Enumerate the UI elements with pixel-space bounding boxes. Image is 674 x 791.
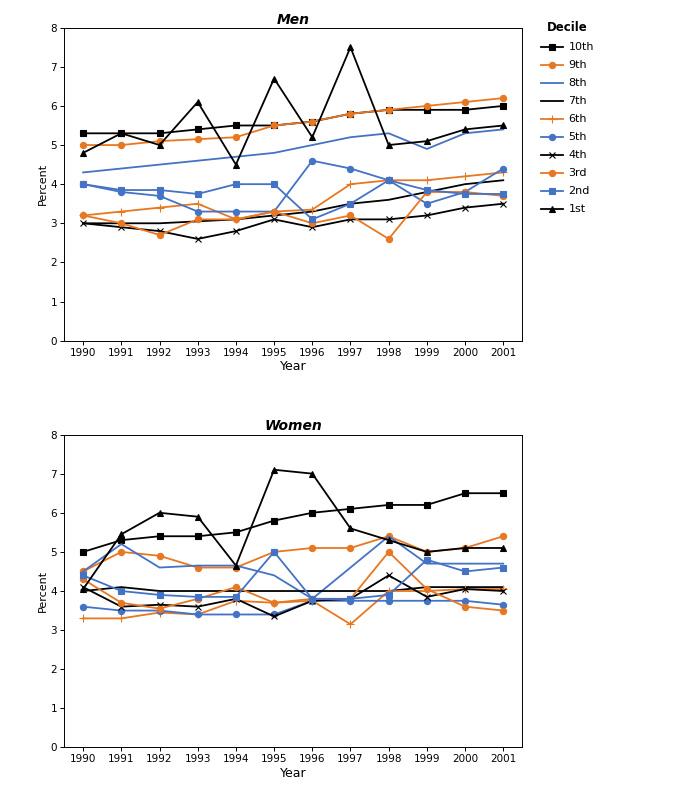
Y-axis label: Percent: Percent (38, 570, 48, 612)
Y-axis label: Percent: Percent (38, 163, 48, 205)
X-axis label: Year: Year (280, 767, 307, 780)
Title: Women: Women (264, 419, 322, 433)
X-axis label: Year: Year (280, 361, 307, 373)
Legend: 10th, 9th, 8th, 7th, 6th, 5th, 4th, 3rd, 2nd, 1st: 10th, 9th, 8th, 7th, 6th, 5th, 4th, 3rd,… (541, 21, 594, 214)
Title: Men: Men (277, 13, 309, 27)
